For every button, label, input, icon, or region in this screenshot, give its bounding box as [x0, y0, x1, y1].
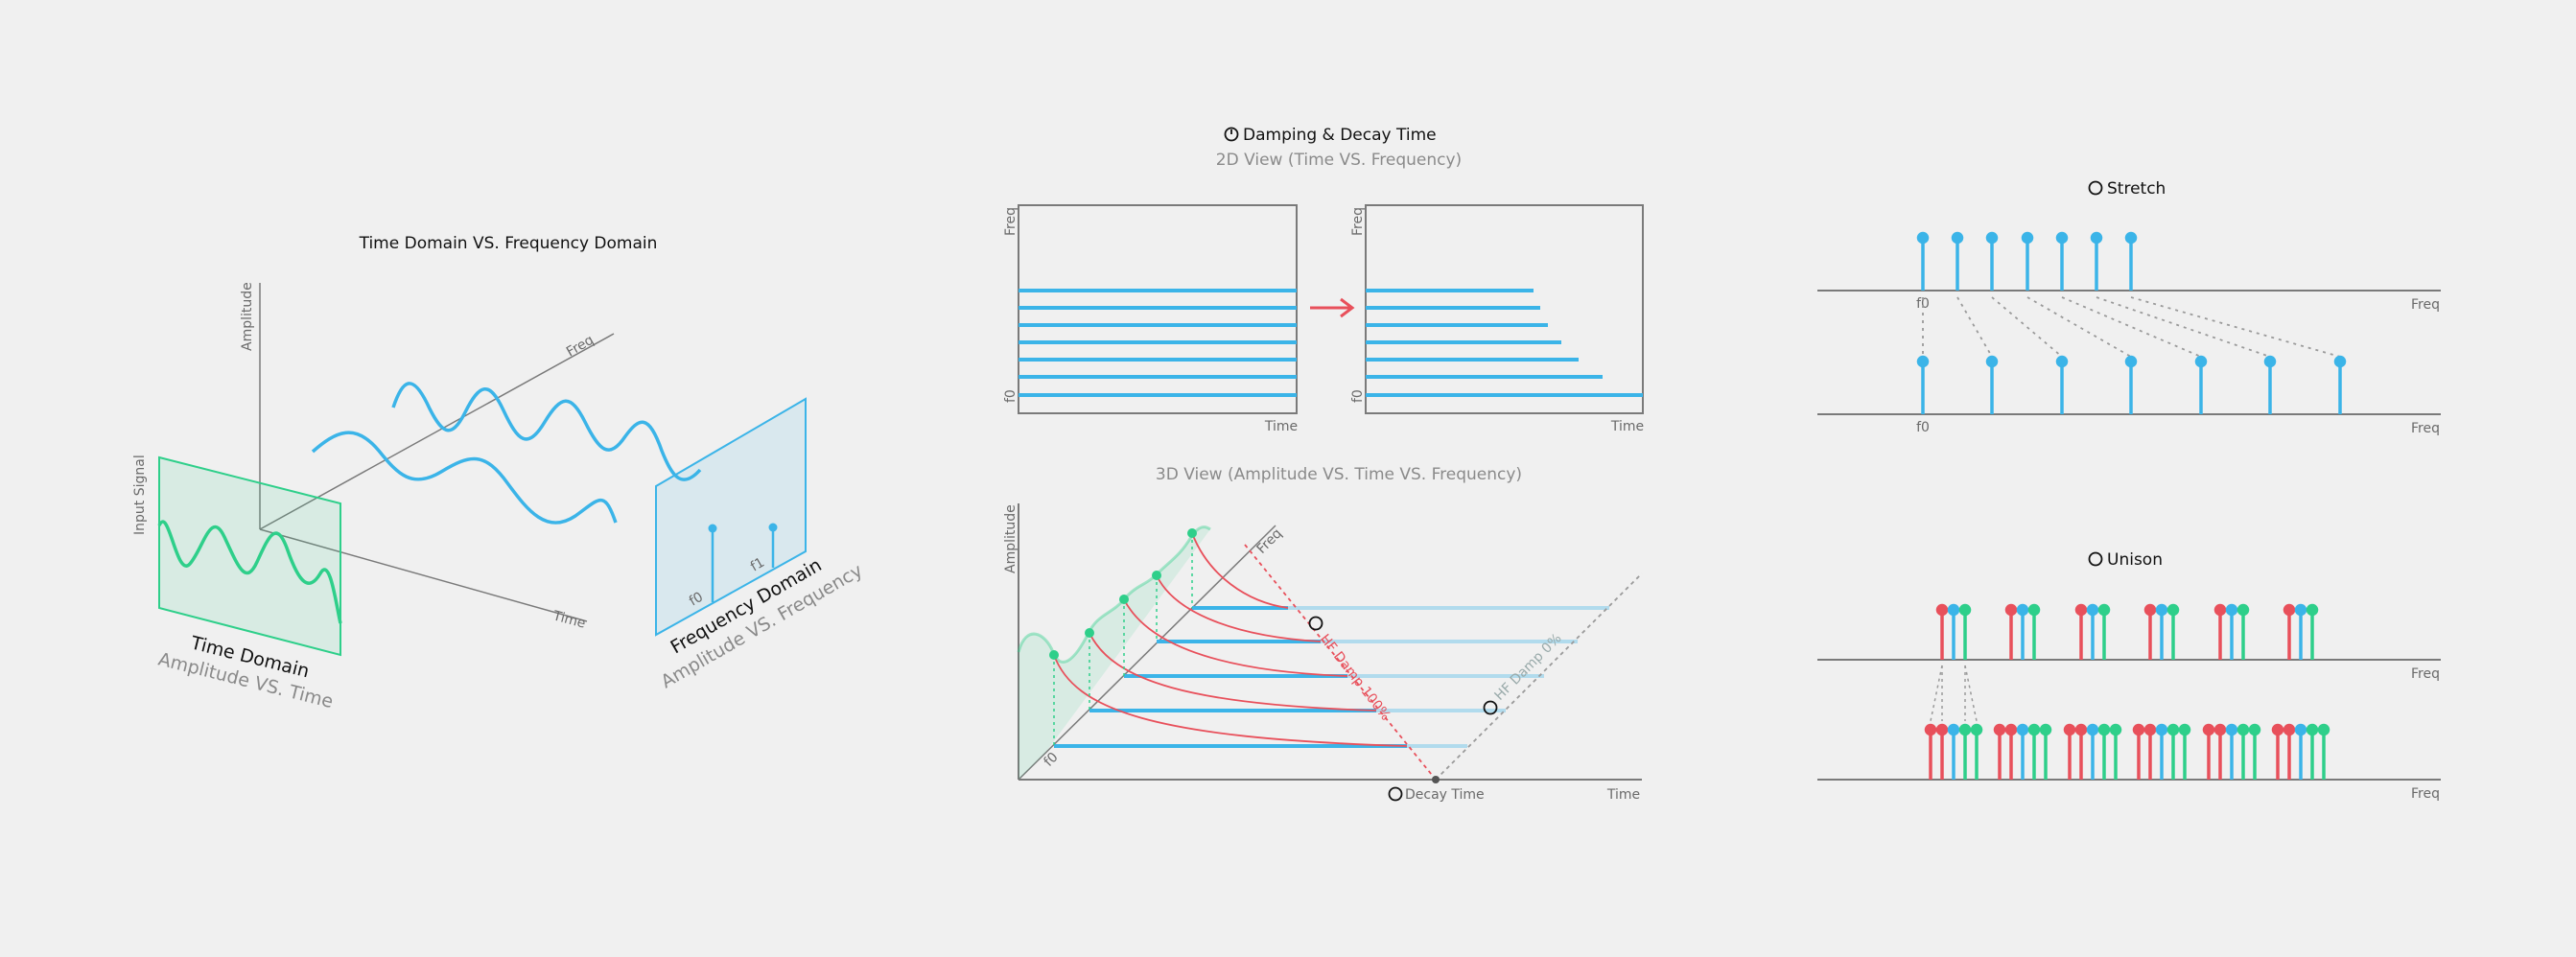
view2d-after-time-label: Time — [1610, 419, 1644, 434]
damping-title: Damping & Decay Time — [1224, 126, 1437, 145]
signal-wave-high — [391, 382, 702, 481]
time-axis-label: Time — [550, 608, 587, 632]
hf-damp-0-clock-icon — [1483, 700, 1498, 715]
view2d-before-f0: f0 — [1003, 389, 1019, 403]
time-axis — [259, 528, 588, 622]
f0-dot — [708, 524, 717, 533]
view3d-decay-curves — [1053, 532, 1408, 747]
damping-title-text: Damping & Decay Time — [1243, 126, 1437, 145]
time-domain-wave — [157, 520, 342, 624]
unison-clock-icon — [2088, 551, 2103, 567]
view3d-time-label: Time — [1606, 787, 1640, 803]
middle-panel: Damping & Decay Time 2D View (Time VS. F… — [1003, 126, 1644, 803]
frequency-domain-plane — [655, 397, 807, 637]
view2d-after-f0: f0 — [1350, 389, 1366, 403]
view3d-subtitle: 3D View (Amplitude VS. Time VS. Frequenc… — [1156, 465, 1522, 484]
unison-top-freq-label: Freq — [2411, 666, 2440, 682]
stretch-title: Stretch — [2107, 179, 2166, 198]
unison-title: Unison — [2107, 550, 2163, 570]
view2d-after-lines — [1366, 289, 1643, 397]
view3d-freq-axis — [1018, 525, 1276, 781]
view2d-after-freq-label: Freq — [1350, 207, 1366, 236]
right-panel: Stretch Freq f0 Freq f0 — [1817, 179, 2441, 802]
unison-mapping-lines — [1930, 665, 1978, 722]
decay-time-clock-icon — [1388, 786, 1403, 802]
hf-damp-100-clock-icon — [1308, 616, 1323, 631]
view2d-before-freq-label: Freq — [1003, 207, 1019, 236]
unison-bottom-freq-label: Freq — [2411, 786, 2440, 802]
stretch-top-f0: f0 — [1916, 296, 1930, 312]
decay-time-label: Decay Time — [1405, 787, 1485, 803]
view2d-subtitle: 2D View (Time VS. Frequency) — [1216, 151, 1462, 170]
input-signal-label: Input Signal — [132, 455, 148, 535]
view3d-peaks — [1049, 528, 1197, 746]
unison-top-partials — [1935, 603, 2319, 660]
view3d-amplitude-label: Amplitude — [1003, 504, 1019, 573]
stretch-clock-icon — [2088, 180, 2103, 196]
freq-axis — [259, 333, 615, 530]
time-domain-plane — [158, 455, 341, 657]
view2d-before-lines — [1019, 289, 1297, 397]
left-panel: Time Domain VS. Frequency Domain Amplitu… — [132, 234, 866, 712]
view2d-before-time-label: Time — [1264, 419, 1298, 434]
amplitude-axis-label: Amplitude — [240, 282, 255, 351]
view3d-freq-label: Freq — [1254, 525, 1286, 557]
view3d-spectrum-fill — [1019, 526, 1210, 780]
signal-wave-low — [311, 431, 618, 525]
stretch-bottom-freq-label: Freq — [2411, 421, 2440, 436]
stretch-bottom-f0: f0 — [1916, 420, 1930, 435]
decay-time-marker — [1432, 776, 1440, 783]
hf-damp-0-line — [1435, 572, 1643, 781]
f1-dot — [768, 523, 778, 532]
stretch-bottom-partials — [1916, 355, 2347, 414]
transition-arrow — [1310, 297, 1355, 318]
stretch-top-partials — [1916, 231, 2138, 291]
stretch-top-freq-label: Freq — [2411, 297, 2440, 313]
left-title: Time Domain VS. Frequency Domain — [359, 234, 658, 253]
stretch-mapping-lines — [1922, 296, 2341, 358]
clock-icon — [1224, 127, 1239, 142]
freq-axis-label: Freq — [564, 333, 597, 361]
unison-bottom-partials — [1924, 723, 2330, 780]
